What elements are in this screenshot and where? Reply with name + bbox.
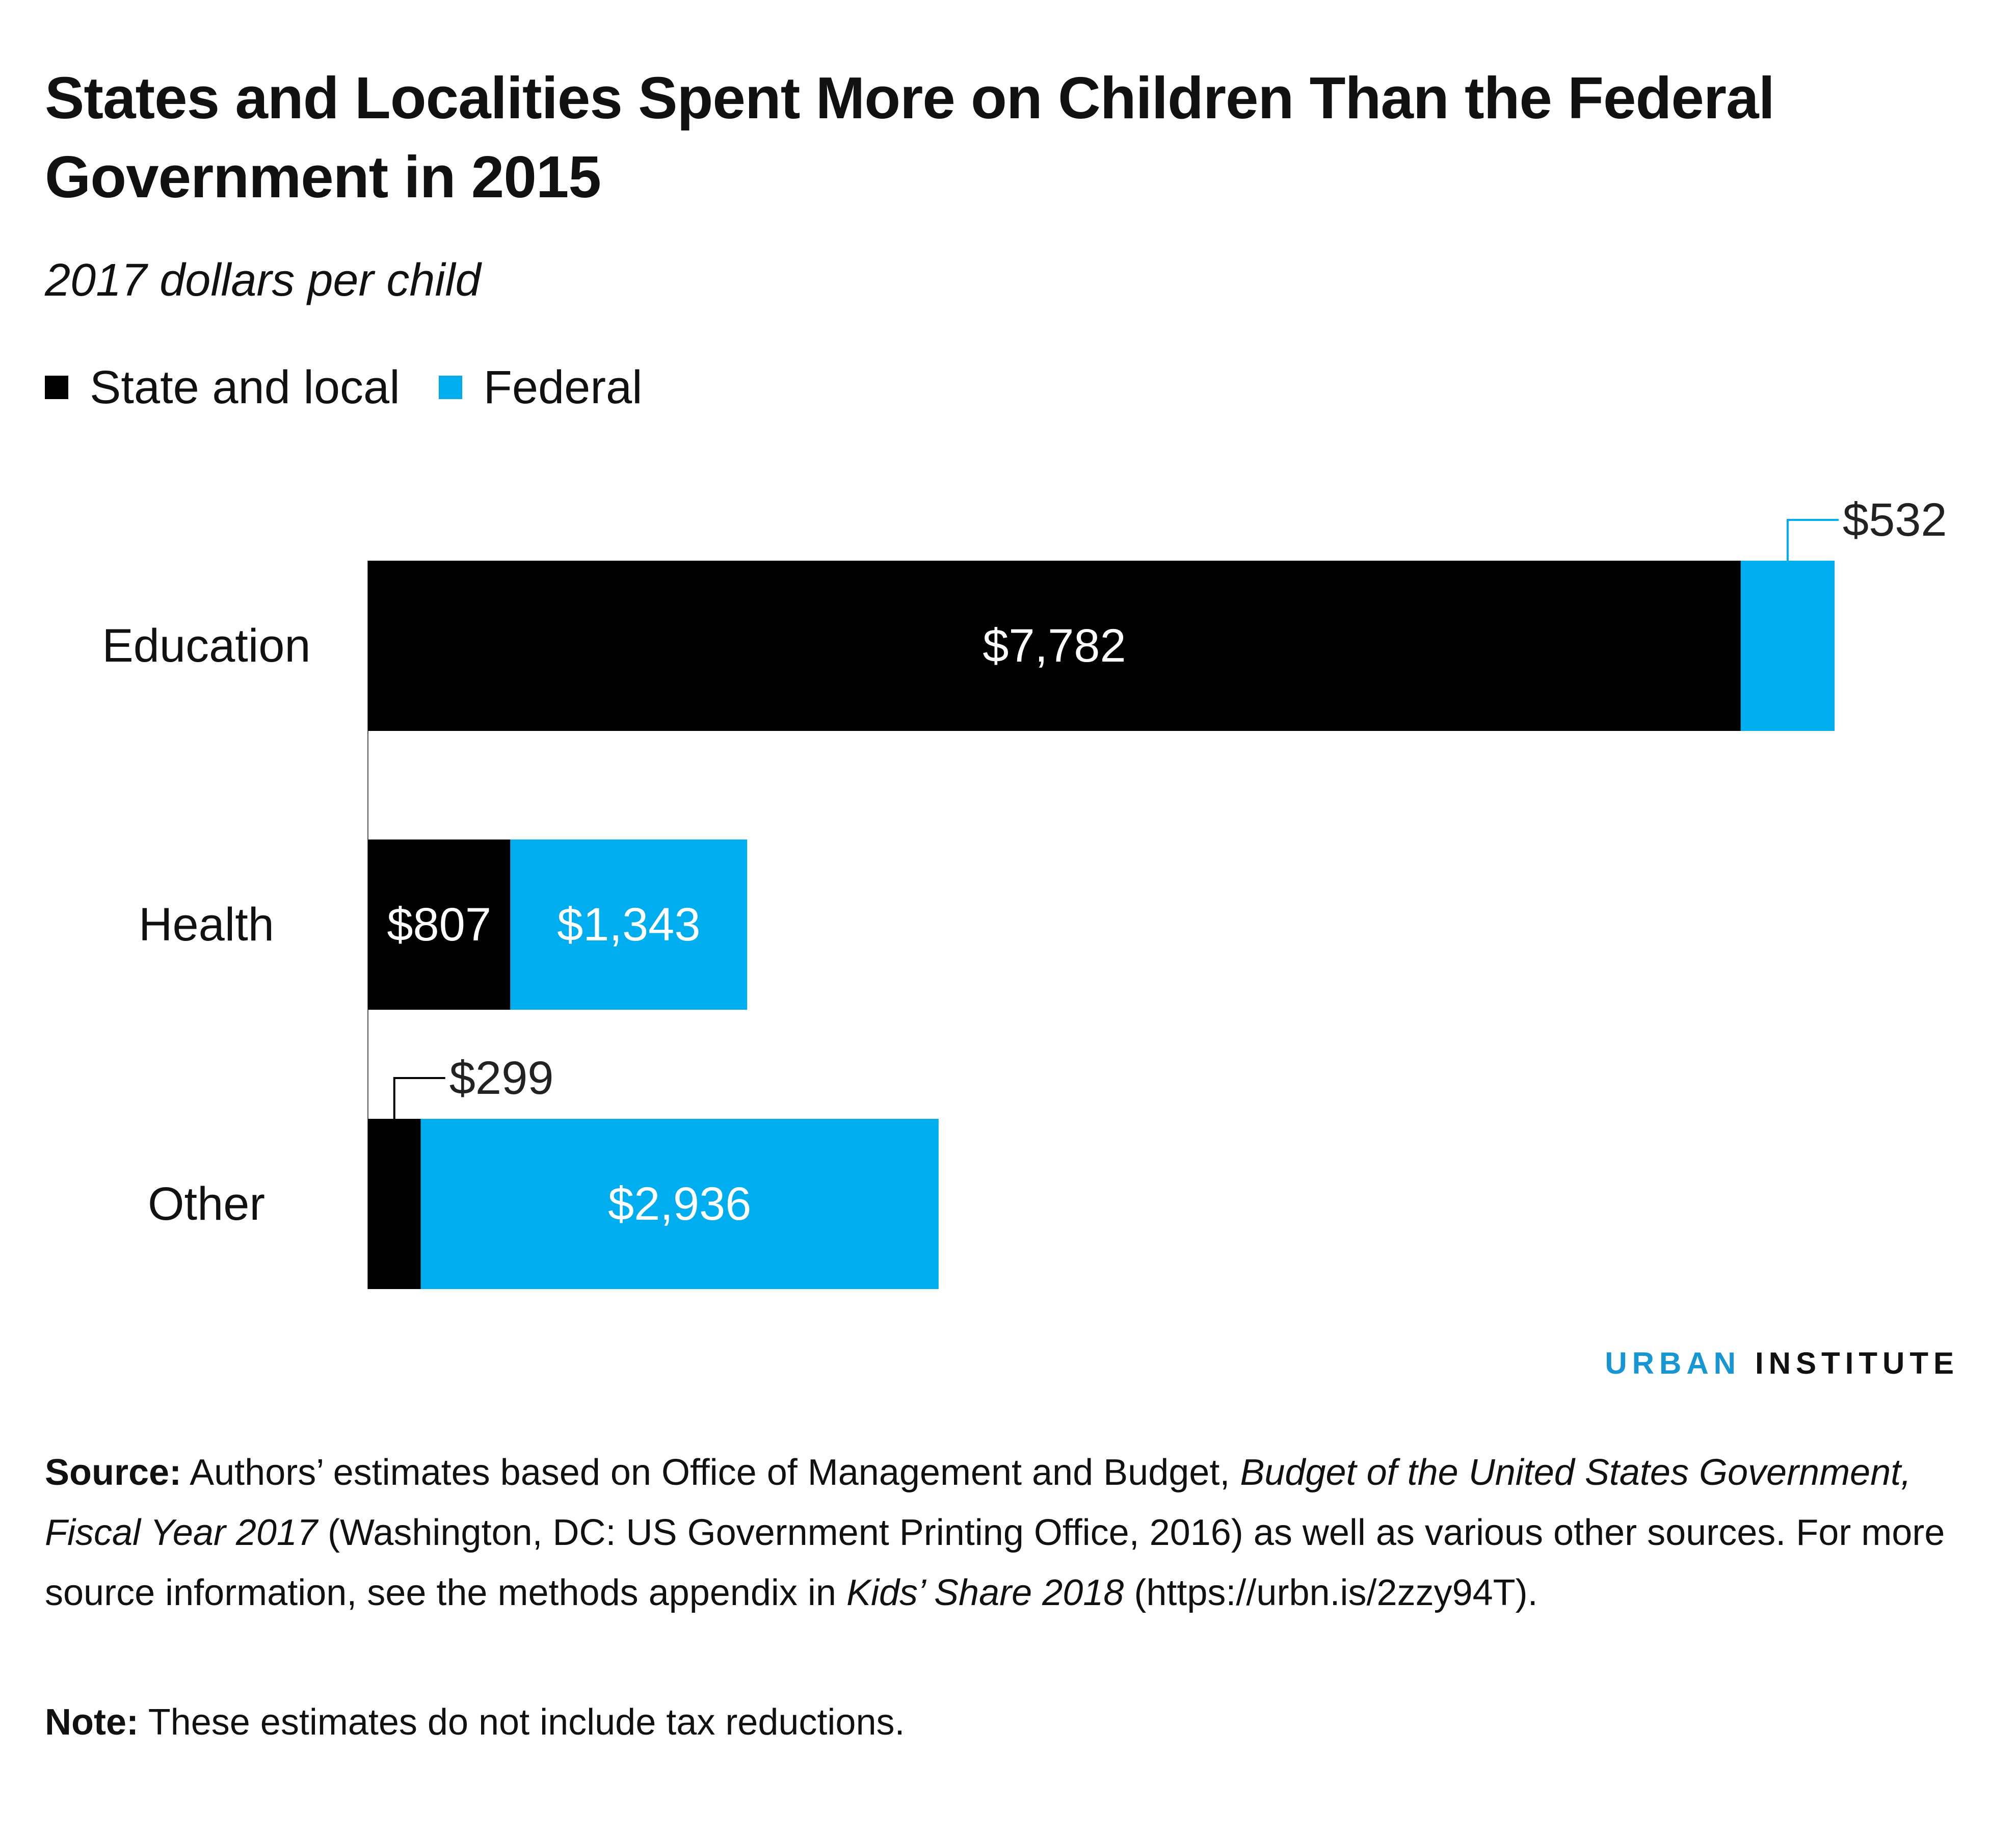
bar-other-federal: [420, 1119, 939, 1289]
data-label-education-federal: $532: [1843, 494, 1947, 546]
callout-line-other-state-and-local: [393, 1077, 445, 1119]
logo-word-urban: URBAN: [1605, 1346, 1741, 1380]
source-text-1: Authors’ estimates based on Office of Ma…: [190, 1452, 1240, 1493]
legend: State and local Federal: [45, 357, 681, 418]
data-label-health-state-and-local: $807: [387, 899, 491, 951]
legend-label-federal: Federal: [483, 361, 643, 413]
callout-line-education-federal: [1786, 519, 1839, 561]
legend-item-federal: Federal: [438, 361, 643, 414]
urban-institute-logo: URBAN INSTITUTE: [1605, 1343, 1959, 1384]
note-label: Note:: [45, 1702, 139, 1743]
source-italic-1: Budget of the United States Government, …: [45, 1452, 1912, 1553]
chart-subtitle: 2017 dollars per child: [45, 255, 481, 306]
data-label-other-state-and-local: $299: [449, 1052, 554, 1104]
legend-swatch-state-local: [45, 376, 68, 399]
note-text: These estimates do not include tax reduc…: [148, 1702, 905, 1743]
note: Note: These estimates do not include tax…: [45, 1692, 1992, 1752]
data-label-education-state-and-local: $7,782: [983, 620, 1126, 672]
source-text-2: (Washington, DC: US Government Printing …: [45, 1512, 1945, 1613]
source-text-3: (https://urbn.is/2zzy94T).: [1124, 1572, 1538, 1613]
legend-label-state-local: State and local: [90, 361, 400, 413]
source-italic-2: Kids’ Share 2018: [846, 1572, 1124, 1613]
bar-chart: Education $7,782 $532 Health $807 $1,343 Other…: [102, 494, 1947, 1289]
bar-education-federal: [1740, 561, 1835, 731]
category-label-health: Health: [139, 899, 274, 951]
chart-title: States and Localities Spent More on Chil…: [45, 65, 1775, 210]
category-label-education: Education: [102, 620, 310, 672]
data-label-health-federal: $1,343: [557, 899, 700, 951]
bar-education-state-and-local: [368, 561, 1741, 731]
logo-word-institute: INSTITUTE: [1755, 1346, 1959, 1380]
source-note: Source: Authors’ estimates based on Offi…: [45, 1442, 1992, 1623]
source-label: Source:: [45, 1452, 182, 1493]
legend-item-state-local: State and local: [45, 361, 400, 414]
bar-other-state-and-local: [368, 1119, 421, 1289]
category-label-other: Other: [148, 1178, 265, 1230]
bar-health-state-and-local: [368, 839, 511, 1010]
data-label-other-federal: $2,936: [608, 1178, 751, 1230]
legend-swatch-federal: [438, 376, 462, 399]
bar-health-federal: [510, 839, 748, 1010]
